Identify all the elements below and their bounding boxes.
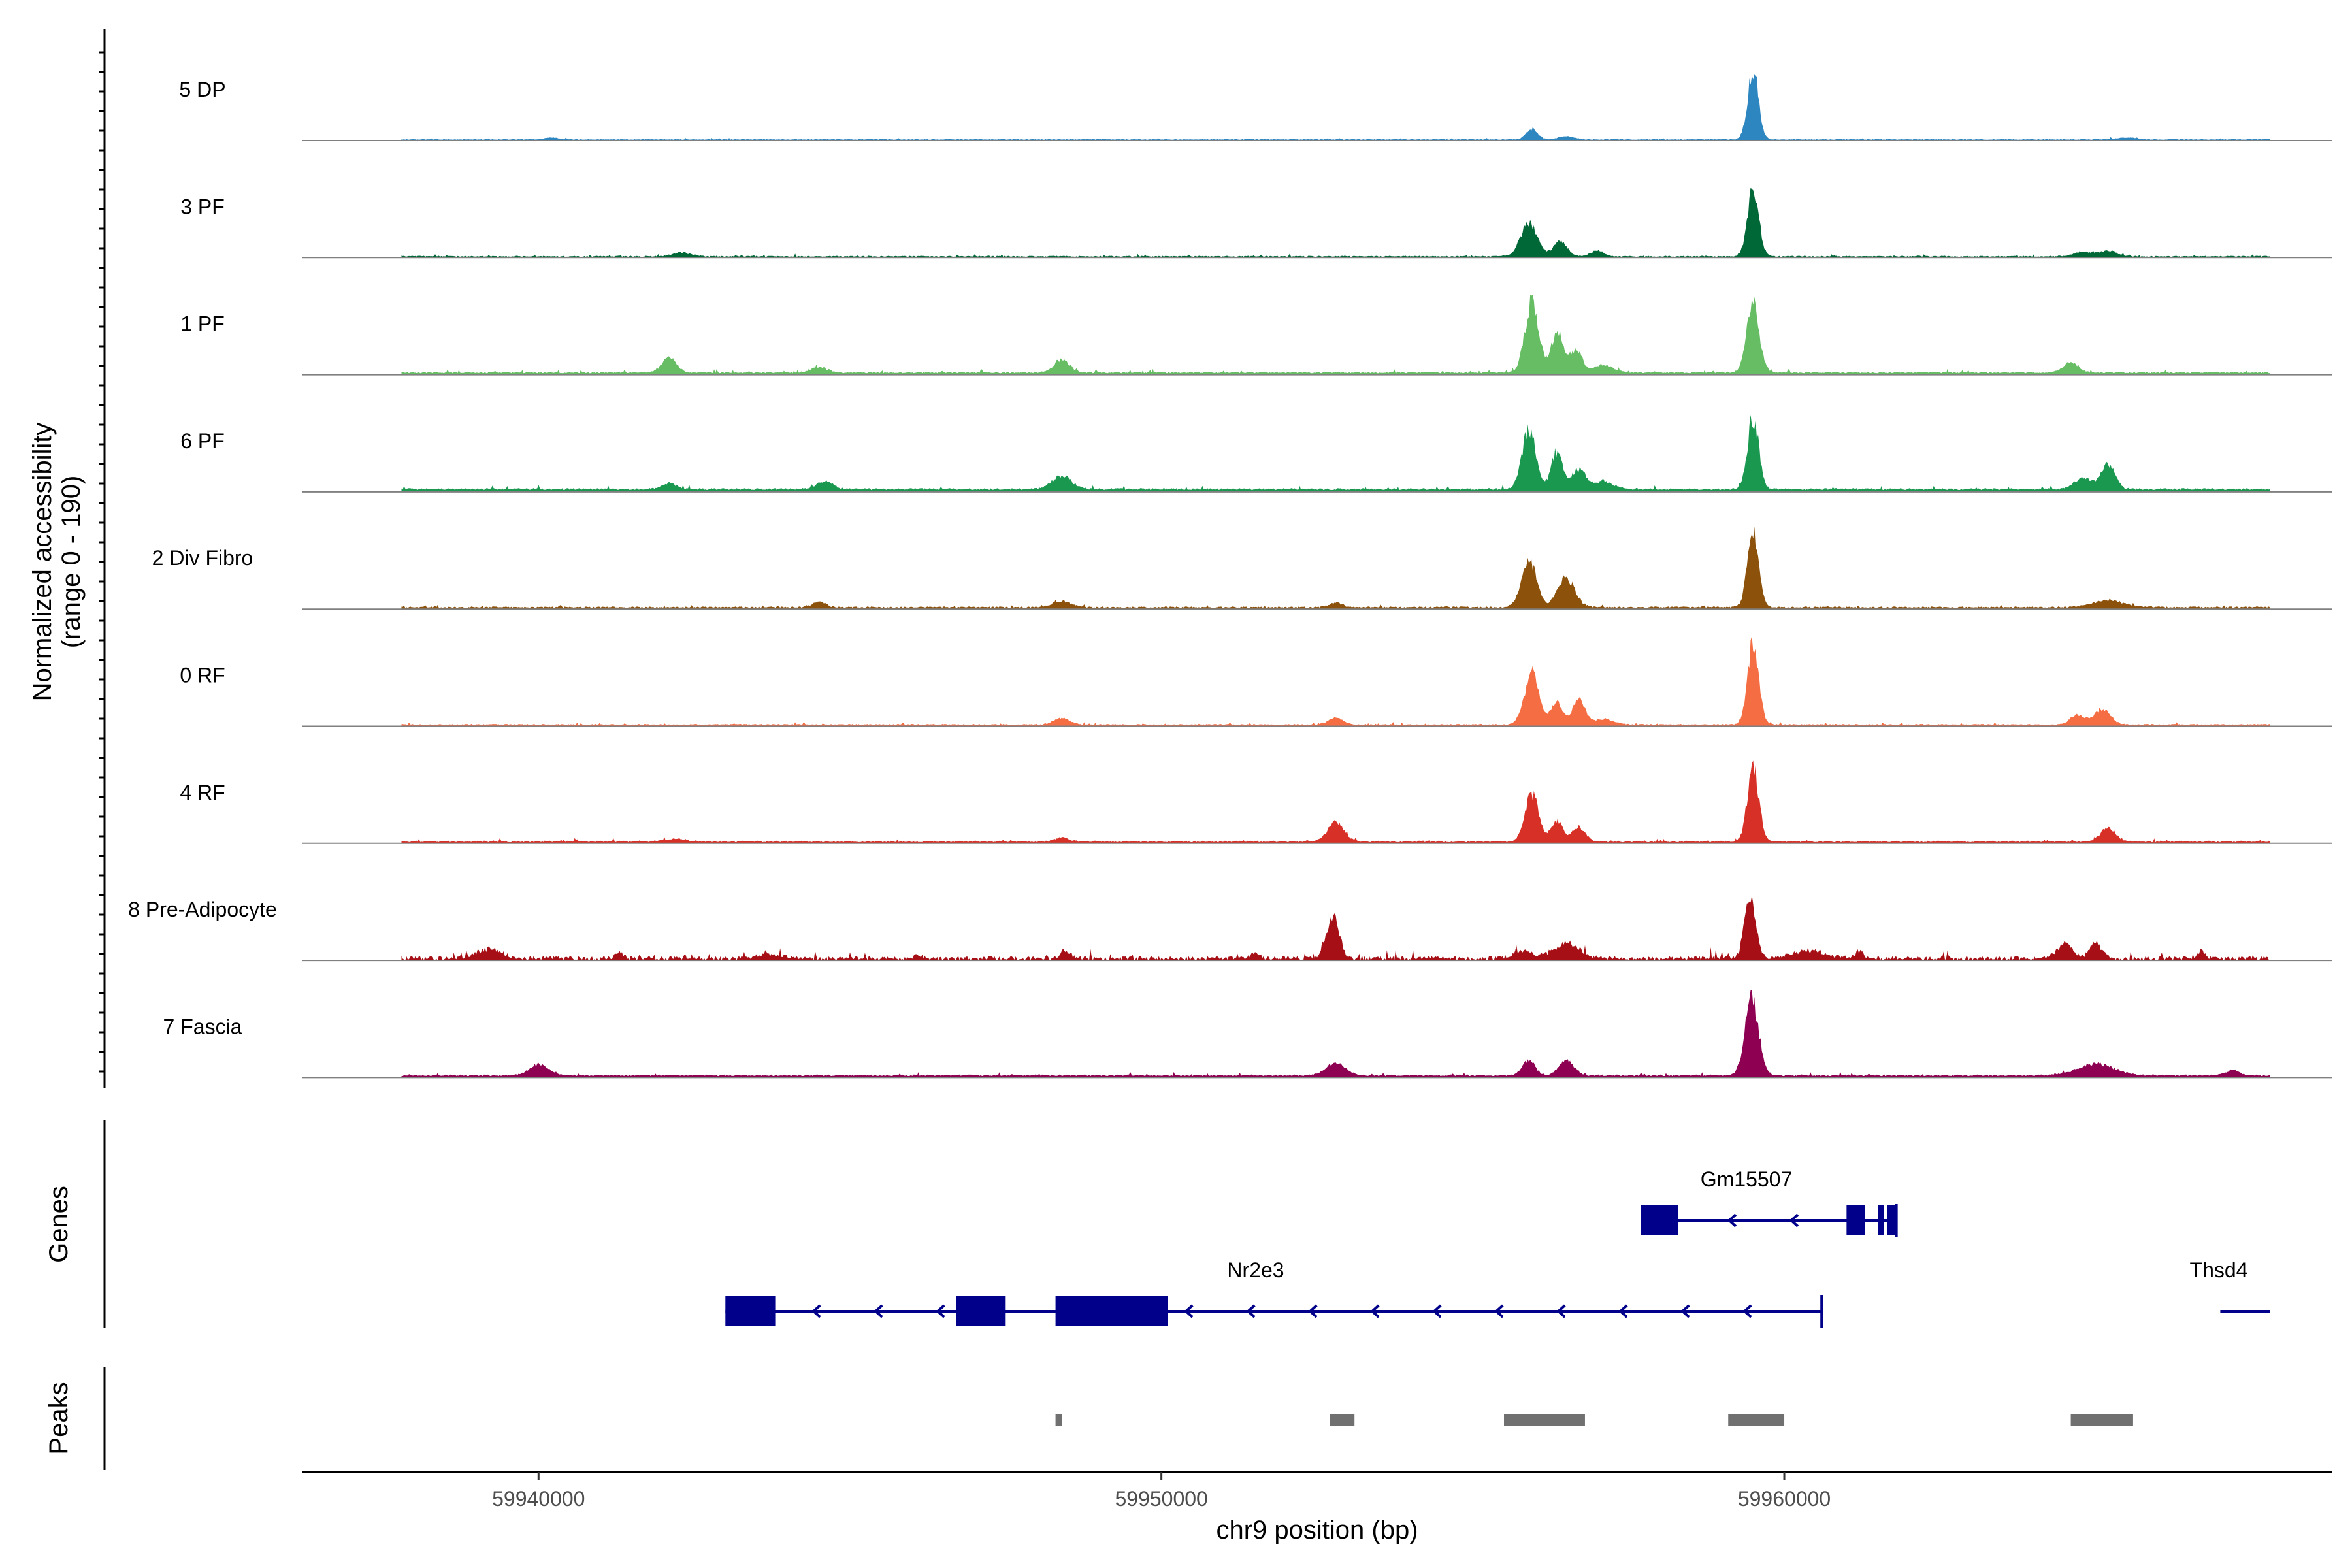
y-axis-title-line2: (range 0 - 190) xyxy=(57,476,86,649)
strand-arrow xyxy=(1556,1304,1566,1318)
strand-arrow xyxy=(1742,1304,1752,1318)
gene-thsd4: Thsd4 xyxy=(2190,1258,2270,1313)
track-3-pf xyxy=(302,188,2332,259)
coverage-area-8-pre-adipocyte xyxy=(401,895,2270,961)
track-7-fascia xyxy=(302,989,2332,1079)
strand-arrow xyxy=(1246,1304,1256,1318)
strand-arrow xyxy=(1680,1304,1690,1318)
track-5-dp xyxy=(302,74,2332,141)
exon-block xyxy=(1846,1205,1865,1235)
gene-gm15507: Gm15507 xyxy=(1641,1168,1898,1237)
track-label-6-pf: 6 PF xyxy=(180,429,225,453)
track-label-7-fascia: 7 Fascia xyxy=(163,1015,242,1038)
track-label-3-pf: 3 PF xyxy=(180,195,225,218)
track-label-1-pf: 1 PF xyxy=(180,312,225,336)
genes-panel: Gm15507 Nr2e3 Thsd4 xyxy=(725,1168,2270,1328)
track-4-rf xyxy=(302,760,2332,844)
track-6-pf xyxy=(302,414,2332,493)
gene-label-gm15507: Gm15507 xyxy=(1701,1168,1793,1191)
x-axis-ticks: 59940000 59950000 59960000 xyxy=(492,1472,1831,1511)
track-8-pre-adipocyte xyxy=(302,895,2332,962)
peaks-panel-title: Peaks xyxy=(44,1382,73,1454)
strand-arrow xyxy=(1184,1304,1194,1318)
exon-block xyxy=(1641,1205,1678,1235)
track-1-pf xyxy=(302,295,2332,376)
strand-arrow xyxy=(1308,1304,1318,1318)
exon-block xyxy=(725,1296,776,1326)
genes-panel-title: Genes xyxy=(44,1186,73,1263)
strand-arrow xyxy=(1618,1304,1628,1318)
x-tick-label: 59960000 xyxy=(1738,1487,1831,1511)
exon-block xyxy=(1055,1296,1168,1326)
exon-block xyxy=(956,1296,1006,1326)
gene-label-nr2e3: Nr2e3 xyxy=(1227,1258,1284,1282)
track-2-div-fibro xyxy=(302,527,2332,610)
gene-label-thsd4: Thsd4 xyxy=(2190,1258,2248,1282)
strand-arrow xyxy=(936,1304,945,1318)
x-tick-label: 59950000 xyxy=(1115,1487,1207,1511)
peak-region xyxy=(1055,1414,1062,1426)
peak-region xyxy=(1330,1414,1355,1426)
coverage-area-7-fascia xyxy=(401,989,2270,1078)
coverage-area-4-rf xyxy=(401,760,2270,843)
track-label-5-dp: 5 DP xyxy=(179,78,225,101)
strand-arrow xyxy=(1494,1304,1504,1318)
coverage-area-6-pf xyxy=(401,414,2270,492)
exon-block xyxy=(1887,1205,1897,1235)
exon-block xyxy=(1878,1205,1884,1235)
strand-arrow xyxy=(1432,1304,1442,1318)
track-label-2-div-fibro: 2 Div Fibro xyxy=(152,546,253,570)
peak-region xyxy=(1728,1414,1785,1426)
strand-arrow xyxy=(1370,1304,1380,1318)
x-tick-label: 59940000 xyxy=(492,1487,585,1511)
strand-arrow xyxy=(811,1304,821,1318)
peak-region xyxy=(1504,1414,1585,1426)
peak-region xyxy=(2070,1414,2133,1426)
peaks-panel xyxy=(1055,1414,2133,1426)
coverage-panel xyxy=(302,74,2332,1079)
track-label-0-rf: 0 RF xyxy=(180,664,225,687)
gene-nr2e3: Nr2e3 xyxy=(725,1258,1823,1328)
y-axis-title-line1: Normalized accessibility xyxy=(28,423,57,702)
strand-arrow xyxy=(1727,1213,1737,1228)
track-0-rf xyxy=(302,636,2332,727)
y-axis xyxy=(99,29,106,1088)
x-axis-title: chr9 position (bp) xyxy=(1216,1516,1418,1544)
track-labels: 5 DP 3 PF 1 PF 6 PF 2 Div Fibro 0 RF 4 RF 8 Pre… xyxy=(128,78,277,1038)
strand-arrow xyxy=(874,1304,883,1318)
track-label-4-rf: 4 RF xyxy=(180,781,225,804)
track-label-8-pre-adipocyte: 8 Pre-Adipocyte xyxy=(128,898,277,921)
strand-arrow xyxy=(1789,1213,1799,1228)
